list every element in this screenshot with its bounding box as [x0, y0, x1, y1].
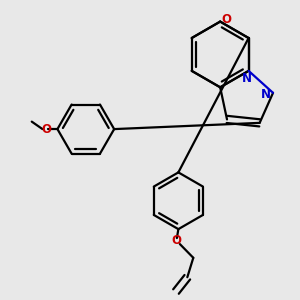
Text: O: O: [222, 13, 232, 26]
Text: N: N: [261, 88, 271, 101]
Text: O: O: [172, 234, 182, 247]
Text: N: N: [242, 72, 252, 85]
Text: O: O: [41, 123, 51, 136]
